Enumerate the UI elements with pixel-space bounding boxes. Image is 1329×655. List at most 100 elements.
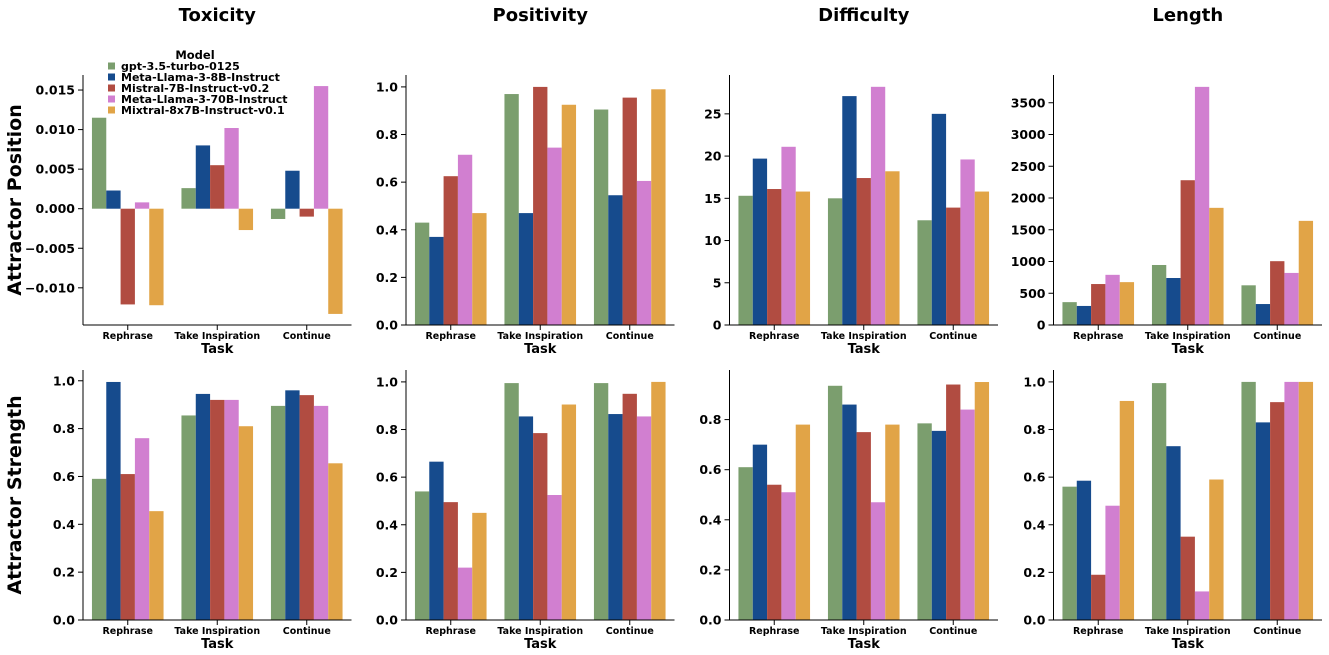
bar-continue-gpt-3-5-turbo-0125 [593,383,609,620]
y-tick-label: 0.8 [376,422,398,437]
legend-swatch [108,84,115,92]
bars [738,382,990,620]
y-tick-label: 1000 [1011,254,1046,269]
x-tick-label: Rephrase [1073,626,1124,637]
column-title: Difficulty [818,5,909,26]
x-tick-label: Rephrase [1073,331,1124,342]
x-tick-label: Rephrase [425,331,476,342]
bar-continue-mixtral-8x7b-instruct-v0-1 [974,191,990,325]
legend-swatch [108,95,115,103]
bar-continue-mixtral-8x7b-instruct-v0-1 [328,463,343,620]
y-tick-label: 0.0 [376,613,398,628]
y-tick-label: 0.6 [699,462,721,477]
x-axis-label: Task [524,342,557,357]
bar-rephrase-meta-llama-3-70b-instruct [1105,505,1120,620]
column-title: Length [1152,5,1223,26]
bar-take-inspiration-gpt-3-5-turbo-0125 [181,415,196,620]
x-tick-label: Rephrase [102,626,153,637]
y-tick-label: 2500 [1011,159,1046,174]
bar-rephrase-gpt-3-5-turbo-0125 [91,117,107,209]
x-tick-label: Take Inspiration [1145,626,1231,637]
bar-continue-gpt-3-5-turbo-0125 [270,405,286,620]
bar-take-inspiration-mixtral-8x7b-instruct-v0-1 [885,171,900,325]
bar-take-inspiration-gpt-3-5-turbo-0125 [1151,383,1167,620]
y-tick-label: 1.0 [376,374,398,389]
bar-take-inspiration-mistral-7b-instruct-v0-2 [856,178,871,325]
panel-attractor-position-length: 0 500 1000 1500 2000 2500 3000 3500 Rephrase Take… [1011,75,1322,357]
bar-rephrase-meta-llama-3-70b-instruct [781,146,796,325]
legend-label: gpt-3.5-turbo-0125 [121,60,240,73]
bar-take-inspiration-mistral-7b-instruct-v0-2 [210,165,225,209]
bar-rephrase-gpt-3-5-turbo-0125 [738,467,753,620]
bar-rephrase-meta-llama-3-70b-instruct [457,154,473,325]
bar-take-inspiration-meta-llama-3-70b-instruct [870,86,886,325]
bar-rephrase-meta-llama-3-8b-instruct [752,158,768,325]
legend-item-mistral-7b-instruct-v0-2: Mistral-7B-Instruct-v0.2 [108,82,269,95]
x-tick-label: Rephrase [749,331,800,342]
y-tick-label: 0.4 [53,517,75,532]
bar-rephrase-mistral-7b-instruct-v0-2 [1091,574,1106,620]
y-tick-label: 0.8 [699,412,721,427]
panel-attractor-strength-difficulty: 0.0 0.2 0.4 0.6 0.8 Rephrase Take Inspiration C… [699,370,998,652]
x-tick-label: Continue [283,626,331,637]
x-tick-label: Continue [606,626,654,637]
bar-take-inspiration-meta-llama-3-8b-instruct [842,96,857,325]
legend-item-mixtral-8x7b-instruct-v0-1: Mixtral-8x7B-Instruct-v0.1 [108,104,285,117]
bar-continue-meta-llama-3-8b-instruct [1255,422,1271,620]
x-tick-label: Take Inspiration [1145,331,1231,342]
y-tick-label: 0.015 [35,83,75,98]
bar-take-inspiration-meta-llama-3-8b-instruct [1166,446,1181,620]
x-tick-label: Rephrase [749,626,800,637]
bar-take-inspiration-meta-llama-3-8b-instruct [195,393,211,620]
bar-rephrase-gpt-3-5-turbo-0125 [91,478,107,620]
y-tick-label: 0.2 [1023,565,1045,580]
bar-continue-mistral-7b-instruct-v0-2 [946,207,961,325]
panel-attractor-position-toxicity: −0.010 −0.005 0.000 0.005 0.010 0.015 Rephrase… [25,75,352,357]
bar-take-inspiration-meta-llama-3-8b-instruct [195,145,211,209]
x-tick-label: Continue [283,331,331,342]
bar-take-inspiration-mixtral-8x7b-instruct-v0-1 [561,404,577,620]
bar-rephrase-gpt-3-5-turbo-0125 [414,491,430,620]
bar-rephrase-meta-llama-3-8b-instruct [1076,480,1092,620]
bar-continue-mistral-7b-instruct-v0-2 [946,384,961,620]
bar-continue-gpt-3-5-turbo-0125 [917,220,932,325]
legend-item-meta-llama-3-70b-instruct: Meta-Llama-3-70B-Instruct [108,93,288,106]
bar-continue-mistral-7b-instruct-v0-2 [299,208,314,217]
y-tick-label: 5 [713,275,722,290]
y-tick-label: −0.010 [25,280,75,295]
y-tick-label: 0.2 [53,565,75,580]
y-tick-label: 0.2 [376,270,398,285]
y-tick-label: 0.0 [1023,613,1045,628]
bar-continue-mistral-7b-instruct-v0-2 [622,393,637,620]
bar-take-inspiration-meta-llama-3-70b-instruct [870,502,886,620]
legend-swatch [108,62,115,70]
y-tick-label: 20 [704,149,722,164]
bar-rephrase-meta-llama-3-70b-instruct [781,492,796,620]
bar-rephrase-meta-llama-3-8b-instruct [106,190,121,209]
bar-continue-meta-llama-3-8b-instruct [285,170,300,209]
bar-rephrase-mistral-7b-instruct-v0-2 [443,176,458,325]
bar-take-inspiration-gpt-3-5-turbo-0125 [1151,264,1167,325]
bar-rephrase-meta-llama-3-8b-instruct [429,461,444,620]
bar-continue-meta-llama-3-70b-instruct [313,405,329,620]
bar-take-inspiration-meta-llama-3-8b-instruct [518,416,534,620]
y-tick-label: 0.6 [53,469,75,484]
panel-attractor-position-difficulty: 0 5 10 15 20 25 Rephrase Take Inspiration Contin… [704,75,998,357]
y-tick-label: 0.005 [35,162,75,177]
bar-continue-mistral-7b-instruct-v0-2 [299,395,314,620]
bar-continue-mixtral-8x7b-instruct-v0-1 [974,382,990,620]
row-label: Attractor Position [4,104,26,295]
bars [414,381,666,620]
x-tick-label: Continue [1253,331,1301,342]
legend-item-meta-llama-3-8b-instruct: Meta-Llama-3-8B-Instruct [108,71,280,84]
x-tick-label: Take Inspiration [497,331,583,342]
legend-label: Mistral-7B-Instruct-v0.2 [121,82,269,95]
bar-continue-meta-llama-3-70b-instruct [1284,272,1299,325]
y-tick-label: 0.0 [53,613,75,628]
bar-continue-mixtral-8x7b-instruct-v0-1 [651,89,666,325]
legend-label: Meta-Llama-3-70B-Instruct [121,93,288,106]
y-tick-label: 15 [704,191,721,206]
bar-continue-mixtral-8x7b-instruct-v0-1 [1298,220,1314,325]
bar-take-inspiration-meta-llama-3-70b-instruct [547,147,562,325]
legend-item-gpt-3-5-turbo-0125: gpt-3.5-turbo-0125 [108,60,240,73]
